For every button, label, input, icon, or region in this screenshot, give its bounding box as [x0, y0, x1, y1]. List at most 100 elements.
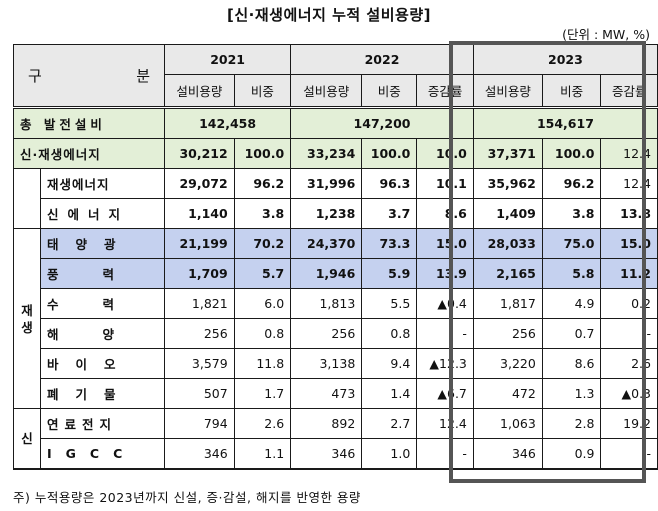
col-share-2023: 비중 — [541, 74, 602, 109]
cell: 21,199 — [164, 228, 235, 259]
year-header-2021: 2021 — [164, 44, 292, 75]
cell: 100.0 — [541, 138, 602, 169]
cell: 1,140 — [164, 198, 235, 229]
cell: 1,238 — [290, 198, 363, 229]
cell: 1,063 — [472, 408, 543, 439]
row-label: 신·재생에너지 — [12, 138, 166, 169]
cell: 1.1 — [233, 438, 292, 470]
col-growth-2023: 증감률 — [600, 74, 658, 109]
cell: 346 — [290, 438, 363, 470]
cell: 29,072 — [164, 168, 235, 199]
cell: 5.9 — [361, 258, 418, 289]
cell: 1,813 — [290, 288, 363, 319]
cell: 10.1 — [416, 168, 474, 199]
row-label: 연료전지 — [39, 408, 166, 439]
cell: 24,370 — [290, 228, 363, 259]
cell: 3,138 — [290, 348, 363, 379]
group-label-new: 신 — [13, 408, 41, 470]
table-row-wind: 풍력 1,709 5.7 1,946 5.9 13.9 2,165 5.8 11… — [14, 258, 658, 289]
year-header-2023: 2023 — [472, 44, 658, 75]
cell: 37,371 — [472, 138, 543, 169]
cell: 13.8 — [600, 198, 658, 229]
cell: 28,033 — [472, 228, 543, 259]
row-label: 풍력 — [39, 258, 166, 289]
cell: 5.7 — [233, 258, 292, 289]
cell: 794 — [164, 408, 235, 439]
row-label: 재생에너지 — [39, 168, 166, 199]
cell: 3,579 — [164, 348, 235, 379]
cell: 10.0 — [416, 138, 474, 169]
cell: 0.7 — [541, 318, 602, 349]
cell: 96.2 — [233, 168, 292, 199]
table-row-fuel-cell: 신 연료전지 794 2.6 892 2.7 12.4 1,063 2.8 19… — [13, 408, 658, 470]
cell: 8.6 — [541, 348, 602, 379]
cell: 2.8 — [541, 408, 602, 439]
cell: 15.0 — [416, 228, 474, 259]
cell: 1,817 — [472, 288, 543, 319]
cell: 12.4 — [416, 408, 474, 439]
cell: 2.7 — [361, 408, 418, 439]
cell: 100.0 — [233, 138, 292, 169]
cell: ▲6.7 — [416, 378, 474, 409]
category-header-left: 구 — [28, 67, 42, 85]
cell: 33,234 — [290, 138, 363, 169]
cell: 3.8 — [233, 198, 292, 229]
row-label: 총 발전설비 — [12, 107, 166, 139]
cell: 73.3 — [361, 228, 418, 259]
row-label: 해양 — [39, 318, 166, 349]
cell: 346 — [472, 438, 543, 470]
cell: 3.7 — [361, 198, 418, 229]
cell: 30,212 — [164, 138, 235, 169]
row-label: IGCC — [39, 438, 166, 470]
page-title: [신·재생에너지 누적 설비용량] — [227, 6, 431, 24]
cell: 473 — [290, 378, 363, 409]
cell: 100.0 — [361, 138, 418, 169]
cell: 96.2 — [541, 168, 602, 199]
category-header: 구 분 — [12, 44, 166, 109]
group-spacer — [13, 168, 41, 199]
cell: 0.9 — [541, 438, 602, 470]
table-row-waste: 폐기물 507 1.7 473 1.4 ▲6.7 472 1.3 ▲0.3 — [14, 378, 658, 409]
table-row-nre: 신·재생에너지 30,212 100.0 33,234 100.0 10.0 3… — [12, 138, 658, 169]
cell: 0.8 — [361, 318, 418, 349]
cell: 256 — [472, 318, 543, 349]
cell: 3,220 — [472, 348, 543, 379]
cell-total-2023: 154,617 — [472, 107, 658, 139]
cell: 3.8 — [541, 198, 602, 229]
cell: 256 — [164, 318, 235, 349]
cell: 346 — [164, 438, 235, 470]
cell: 1.7 — [233, 378, 292, 409]
row-label: 신에너지 — [39, 198, 166, 229]
cell: - — [600, 318, 658, 349]
cell: 1,409 — [472, 198, 543, 229]
cell: 31,996 — [290, 168, 363, 199]
cell: 256 — [290, 318, 363, 349]
group-label-renewable: 재생 — [13, 228, 41, 409]
table-row-renewable: 재생에너지 29,072 96.2 31,996 96.3 10.1 35,96… — [13, 168, 658, 199]
cell: 8.6 — [416, 198, 474, 229]
cell: 2.6 — [600, 348, 658, 379]
row-label: 수력 — [39, 288, 166, 319]
col-capacity-2022: 설비용량 — [290, 74, 363, 109]
cell: 11.8 — [233, 348, 292, 379]
cell: - — [416, 438, 474, 470]
cell: 2.6 — [233, 408, 292, 439]
cell: 4.9 — [541, 288, 602, 319]
table-row-ocean: 해양 256 0.8 256 0.8 - 256 0.7 - — [14, 318, 658, 349]
col-share-2021: 비중 — [233, 74, 292, 109]
cell: 0.2 — [600, 288, 658, 319]
row-label: 바이오 — [39, 348, 166, 379]
table-row-total: 총 발전설비 142,458 147,200 154,617 — [12, 107, 658, 139]
cell: 1,821 — [164, 288, 235, 319]
year-header-2022: 2022 — [290, 44, 474, 75]
cell: 5.8 — [541, 258, 602, 289]
cell: - — [600, 438, 658, 470]
cell: 1.4 — [361, 378, 418, 409]
capacity-table: 구 분 2021 2022 2023 설비용량 비중 설비용량 비중 증감률 설… — [12, 44, 658, 470]
col-capacity-2023: 설비용량 — [472, 74, 543, 109]
cell: 0.8 — [233, 318, 292, 349]
table-row-igcc: IGCC 346 1.1 346 1.0 - 346 0.9 - — [14, 438, 658, 470]
cell: 1,709 — [164, 258, 235, 289]
cell: 70.2 — [233, 228, 292, 259]
cell: 507 — [164, 378, 235, 409]
